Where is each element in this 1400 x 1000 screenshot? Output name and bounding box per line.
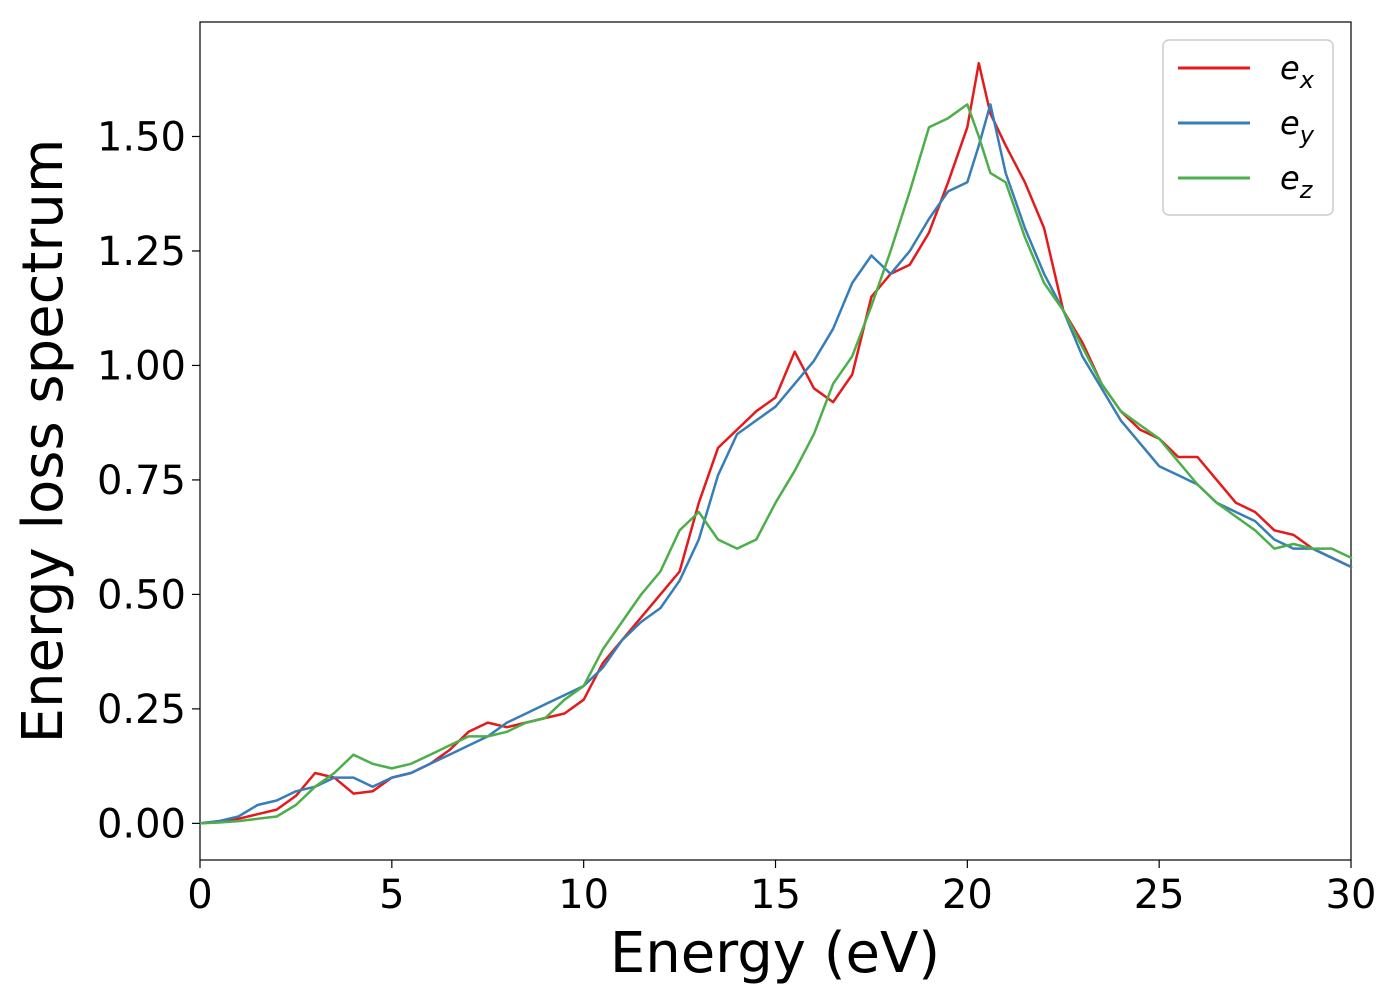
y-tick-label: 1.00 <box>97 343 186 389</box>
x-tick-label: 25 <box>1134 872 1185 918</box>
series-layer <box>198 61 1353 825</box>
legend-label-subscript: x <box>1299 66 1315 94</box>
x-axis: 0 5 10 15 20 25 30 <box>187 860 1376 918</box>
legend-label-y: ey <box>1280 104 1315 149</box>
y-tick-label: 1.50 <box>97 114 186 160</box>
x-tick-label: 20 <box>942 872 993 918</box>
legend-label-subscript: y <box>1299 121 1315 149</box>
x-tick-label: 15 <box>750 872 801 918</box>
x-tick-label: 5 <box>379 872 404 918</box>
series-line-z <box>198 103 1353 825</box>
y-axis: 0.00 0.25 0.50 0.75 1.00 1.25 1.50 <box>97 114 200 847</box>
y-tick-label: 0.25 <box>97 687 186 733</box>
y-tick-label: 0.50 <box>97 572 186 618</box>
x-tick-label: 0 <box>187 872 212 918</box>
y-axis-label: Energy loss spectrum <box>11 139 76 744</box>
legend-label-z: ez <box>1280 159 1314 204</box>
legend-label-subscript: z <box>1299 176 1314 204</box>
legend-label-base: e <box>1280 104 1300 142</box>
y-tick-label: 0.00 <box>97 801 186 847</box>
x-tick-label: 30 <box>1326 872 1377 918</box>
y-tick-label: 0.75 <box>97 458 186 504</box>
y-tick-label: 1.25 <box>97 229 186 275</box>
series-line-y <box>198 103 1353 825</box>
legend-box <box>1162 39 1334 216</box>
x-axis-label: Energy (eV) <box>610 921 940 986</box>
legend-label-base: e <box>1280 49 1300 87</box>
legend-label-base: e <box>1280 159 1300 197</box>
legend-label-x: ex <box>1280 49 1315 94</box>
x-tick-label: 10 <box>558 872 609 918</box>
